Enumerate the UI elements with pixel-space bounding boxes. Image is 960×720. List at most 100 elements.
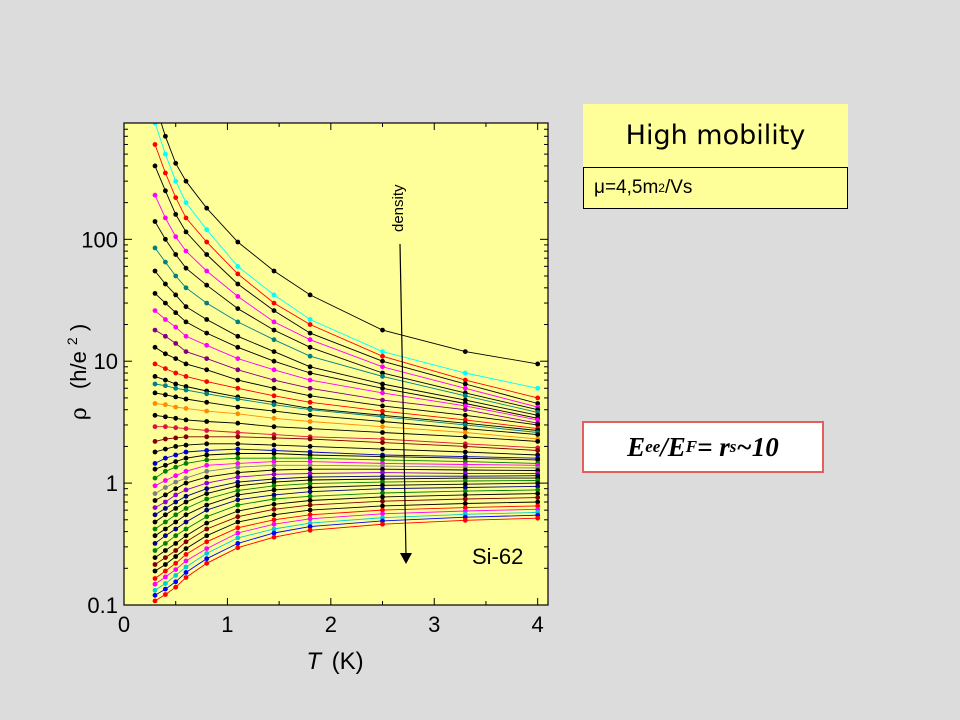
data-point [163,259,168,265]
data-point [307,489,313,495]
data-point [235,367,241,373]
data-point [380,470,385,475]
data-point [163,455,168,461]
data-point [163,562,168,567]
data-point [173,567,179,572]
data-point [173,506,179,511]
svg-text:T (K): T (K) [306,648,363,675]
data-point [183,265,189,271]
tick-layer: 0 1 2 3 4 0.1 1 10 100 [81,122,548,637]
data-point [271,432,277,437]
data-point [535,395,541,401]
data-point [183,506,189,511]
series-31 [152,480,541,539]
data-point [183,499,189,505]
density-arrow-shaft [399,243,407,557]
data-point [271,367,277,373]
data-point [163,586,168,592]
data-point [271,483,277,489]
data-point [204,452,210,458]
data-point [183,333,189,339]
data-point [173,452,179,458]
mobility-value: μ =4,5m 2/Vs [583,167,848,209]
data-point [307,412,313,418]
eq-slash: /E [660,431,686,462]
data-point [183,304,189,310]
data-point [152,562,158,567]
data-point [535,503,541,509]
sample-label: Si-62 [472,544,523,569]
data-point [204,252,210,257]
data-point [173,579,179,585]
data-point [163,519,168,525]
data-point [152,592,158,598]
y-tick-label: 10 [94,349,118,374]
data-point [183,533,189,539]
data-point [163,446,168,452]
data-point [462,508,468,514]
data-point [204,428,210,433]
data-point [271,300,277,306]
data-point [183,349,189,354]
data-point [183,512,189,518]
x-tick-label: 4 [532,612,544,637]
series-6 [152,245,541,415]
data-point [204,448,210,453]
data-point [535,448,541,453]
data-point [204,507,210,513]
data-point [173,212,179,217]
data-point [271,308,277,313]
data-point [462,377,468,383]
data-point [183,449,189,455]
data-point [307,462,313,468]
data-point [173,459,179,464]
data-point [307,516,313,522]
data-point [235,420,241,426]
data-point [152,327,158,333]
data-point [173,473,179,479]
data-point [380,419,385,424]
data-point [271,471,277,477]
data-point [271,451,277,456]
data-point [462,517,468,523]
data-point [152,192,158,198]
data-point [235,385,241,391]
data-point [380,397,385,403]
data-point [235,541,241,546]
data-point [152,439,158,444]
data-point [152,308,158,313]
data-point [235,396,241,402]
series-35 [152,495,541,567]
data-point [235,264,241,269]
data-point [535,457,541,463]
data-point [173,394,179,400]
data-point [163,377,168,383]
data-point [204,560,210,566]
data-point [380,490,385,496]
eq-s: s [729,437,737,456]
data-point [380,503,385,509]
data-point [462,449,468,455]
data-point [235,434,241,440]
data-point [183,285,189,291]
data-point [235,530,241,536]
mobility-unit: /Vs [664,177,693,198]
data-point [307,377,313,383]
data-point [307,344,313,350]
data-point [235,404,241,410]
data-point [152,512,158,518]
data-point [183,570,189,575]
data-point [271,385,277,391]
data-point [163,581,168,586]
data-point [163,402,168,408]
data-point [152,344,158,350]
series-37 [152,503,541,581]
data-point [163,492,168,498]
data-point [235,356,241,361]
data-point [204,239,210,245]
data-point [271,393,277,399]
data-point [152,401,158,406]
data-point [163,317,168,322]
